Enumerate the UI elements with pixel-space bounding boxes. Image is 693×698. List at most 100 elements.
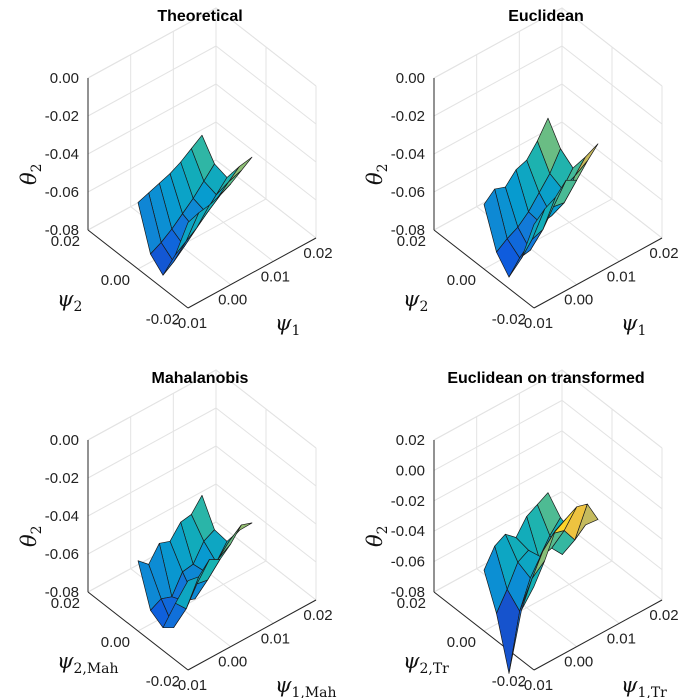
y-axis-label: ψ2: [57, 287, 82, 315]
z-gridline: [433, 399, 663, 479]
z-tick-label: -0.08: [391, 222, 425, 239]
axes: [433, 440, 663, 671]
surface-face: [175, 212, 200, 255]
z-axis-label-symbol: θ: [363, 172, 387, 185]
x-tick-label: 0.01: [607, 630, 636, 647]
x-axis-label-subscript: 1,Tr: [637, 685, 667, 698]
x-tick-label: 0.00: [564, 654, 593, 671]
y-tick-label: 0.02: [397, 595, 426, 612]
surface-face: [574, 143, 599, 177]
z-tick-label: 0.02: [396, 432, 425, 449]
z-tick-label: -0.06: [45, 546, 79, 563]
x-tick-label: 0.01: [261, 268, 290, 285]
z-tick-label: 0.00: [50, 432, 79, 449]
z-axis-label-subscript: 2: [29, 163, 45, 172]
chart-title: Theoretical: [157, 8, 242, 25]
surface: [483, 117, 599, 278]
x-axis-label-symbol: ψ: [275, 311, 292, 335]
surface-face: [228, 156, 253, 183]
x-axis-label-symbol: ψ: [621, 673, 638, 697]
z-axis-label: θ2: [17, 525, 45, 547]
x-axis-line: [533, 599, 663, 671]
z-axis-label-symbol: θ: [17, 534, 41, 547]
x-tick-label: 0.02: [649, 245, 678, 262]
x-axis-label: ψ1,Tr: [621, 673, 667, 698]
surface-face: [521, 560, 546, 611]
z-tick-label: -0.06: [45, 184, 79, 201]
z-tick-label: -0.04: [391, 523, 425, 540]
y-axis-label-symbol: ψ: [403, 287, 420, 311]
x-tick-label: 0.02: [649, 607, 678, 624]
y-axis-label-symbol: ψ: [403, 649, 420, 673]
x-axis-label: ψ1,Mah: [275, 673, 337, 698]
z-axis-label-symbol: θ: [17, 172, 41, 185]
y-axis-line: [87, 591, 189, 671]
chart-title: Euclidean: [508, 8, 584, 25]
x-axis-label-symbol: ψ: [621, 311, 638, 335]
x-axis-line: [187, 599, 317, 671]
x-tick-label: -0.01: [519, 315, 553, 332]
y-axis-label: ψ2: [403, 287, 428, 315]
axes: [433, 78, 663, 309]
z-axis-label: θ2: [363, 163, 391, 185]
box-top: [433, 369, 663, 449]
chart-title: Mahalanobis: [152, 370, 249, 387]
x-tick-label: 0.00: [218, 292, 247, 309]
y-axis-label-symbol: ψ: [57, 287, 74, 311]
y-axis-line: [433, 229, 535, 309]
x-axis-label-symbol: ψ: [275, 673, 292, 697]
z-gridline: [433, 45, 663, 125]
y-axis-label-subscript: 2,Mah: [73, 661, 118, 677]
z-tick-label: 0.00: [396, 70, 425, 87]
z-tick-label: -0.02: [391, 108, 425, 125]
x-axis-label-subscript: 1: [637, 323, 646, 339]
x-tick-label: 0.00: [218, 654, 247, 671]
y-axis-label-symbol: ψ: [57, 649, 74, 673]
tick-labels: 0.00 -0.02 -0.04 -0.06 -0.08 -0.02 0.00 0.02 -0.…: [45, 70, 333, 332]
z-tick-label: -0.08: [391, 584, 425, 601]
x-axis-label: ψ1: [621, 311, 646, 339]
x-tick-label: 0.02: [303, 245, 332, 262]
y-tick-label: 0.00: [101, 634, 130, 651]
x-tick-label: 0.02: [303, 607, 332, 624]
x-axis-line: [187, 237, 317, 309]
z-axis-label-symbol: θ: [363, 534, 387, 547]
axes: [87, 78, 317, 309]
y-gridline: [483, 409, 613, 632]
z-tick-label: -0.04: [391, 146, 425, 163]
surface: [137, 134, 253, 276]
y-axis-label-subscript: 2,Tr: [419, 661, 449, 677]
tick-labels: 0.02 0.00 -0.02 -0.04 -0.06 -0.08 -0.02 0.00 0.0…: [391, 432, 679, 694]
x-axis-line: [533, 237, 663, 309]
y-axis-label: ψ2,Mah: [57, 649, 119, 677]
tick-labels: 0.00 -0.02 -0.04 -0.06 -0.08 -0.02 0.00 0.02 -0.…: [45, 432, 333, 694]
z-gridline: [87, 407, 317, 487]
z-axis-label-subscript: 2: [375, 525, 391, 534]
z-tick-label: -0.04: [45, 146, 79, 163]
x-tick-label: -0.01: [173, 315, 207, 332]
z-axis-label: θ2: [17, 163, 45, 185]
box-top: [87, 7, 317, 87]
z-tick-label: 0.00: [396, 462, 425, 479]
y-gridline: [87, 8, 217, 231]
x-tick-label: 0.01: [261, 630, 290, 647]
z-tick-label: -0.02: [391, 493, 425, 510]
x-axis-label: ψ1: [275, 311, 300, 339]
y-axis-line: [87, 229, 189, 309]
axes: [87, 440, 317, 671]
z-axis-label-subscript: 2: [375, 163, 391, 172]
x-tick-label: 0.01: [607, 268, 636, 285]
y-axis-label-subscript: 2: [419, 299, 428, 315]
x-axis-label-subscript: 1: [291, 323, 300, 339]
chart-title: Euclidean on transformed: [447, 370, 644, 387]
z-gridline: [87, 45, 317, 125]
subplot-1: 0.00 -0.02 -0.04 -0.06 -0.08 -0.02 0.00 0.02 -0.…: [17, 7, 333, 339]
y-tick-label: -0.02: [146, 311, 180, 328]
surface: [137, 494, 253, 629]
y-tick-label: -0.02: [492, 673, 526, 690]
z-tick-label: -0.08: [45, 584, 79, 601]
y-gridline: [87, 370, 217, 593]
z-tick-label: -0.08: [45, 222, 79, 239]
y-tick-label: 0.00: [101, 272, 130, 289]
